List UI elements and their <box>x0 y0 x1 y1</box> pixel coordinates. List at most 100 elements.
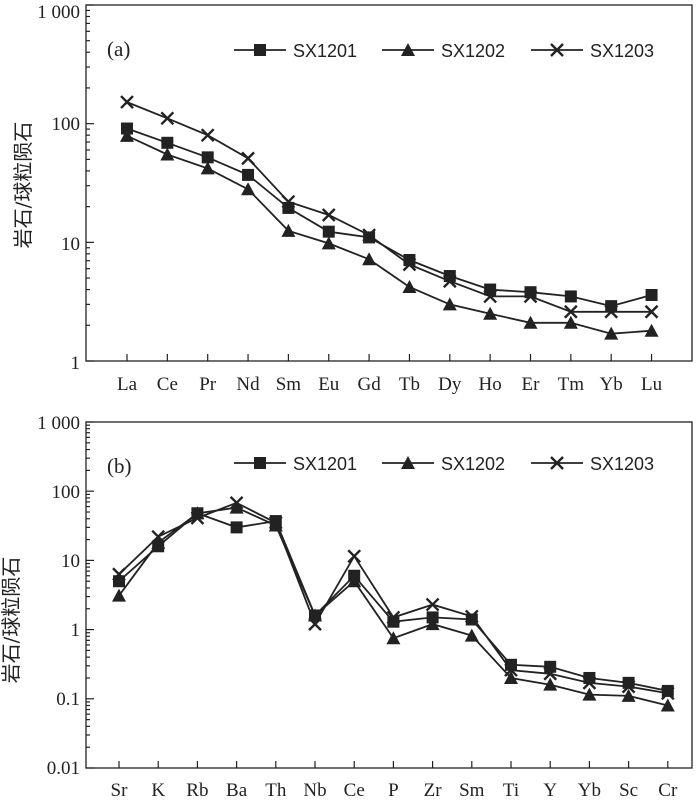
legend-b: SX1201 SX1202 SX1203 <box>234 454 654 474</box>
data-point-x <box>200 128 215 143</box>
data-point-x <box>386 610 401 625</box>
series-sx1201 <box>113 507 674 697</box>
data-point-x <box>347 549 362 564</box>
x-tick-label-lu: Lu <box>641 374 663 395</box>
y-tick-label: 100 <box>52 114 81 135</box>
data-point-x <box>543 666 558 681</box>
data-point-triangle <box>523 315 538 329</box>
legend-label-sx1201: SX1201 <box>293 41 357 61</box>
y-tick-label: 0.1 <box>56 689 80 710</box>
x-tick-label-sc: Sc <box>619 780 638 800</box>
data-point-triangle <box>229 500 244 514</box>
x-tick-label-ba: Ba <box>226 780 248 800</box>
legend-marker-triangle <box>401 43 415 56</box>
data-point-x <box>281 194 296 209</box>
data-point-square <box>564 290 577 303</box>
x-tick-label-nb: Nb <box>303 780 326 800</box>
data-point-square <box>161 136 174 149</box>
data-point-triangle <box>402 280 417 294</box>
data-point-x <box>241 151 255 166</box>
x-tick-label-p: P <box>388 780 399 800</box>
data-point-triangle <box>241 182 256 196</box>
x-tick-label-rb: Rb <box>186 780 208 800</box>
data-point-x <box>229 495 244 510</box>
data-point-x <box>268 515 283 530</box>
data-point-square <box>645 288 658 301</box>
data-point-triangle <box>120 128 134 142</box>
y-tick-label: 1 <box>71 620 81 641</box>
x-tick-label-pr: Pr <box>199 374 217 395</box>
series-line-sx1203 <box>118 501 668 695</box>
data-point-triangle <box>160 147 175 161</box>
data-point-x <box>402 257 417 272</box>
data-point-x <box>442 274 457 289</box>
panel-label-b: (b) <box>107 454 132 478</box>
x-tick-label-la: La <box>117 374 138 395</box>
data-point-triangle <box>621 688 636 702</box>
x-tick-label-ti: Ti <box>503 780 519 800</box>
data-point-triangle <box>425 617 440 631</box>
data-point-x <box>644 304 659 319</box>
data-point-square <box>387 615 400 628</box>
legend-marker-triangle <box>401 456 415 469</box>
y-tick-label: 10 <box>61 234 80 255</box>
data-point-x <box>120 95 134 109</box>
legend-label-sx1202: SX1202 <box>441 41 505 61</box>
data-point-x <box>604 304 619 319</box>
y-tick-label: 10 <box>61 551 80 572</box>
series-line-sx1201 <box>118 512 668 692</box>
data-point-x <box>582 676 597 690</box>
series-sx1203 <box>120 95 659 319</box>
data-point-triangle <box>386 631 401 645</box>
x-tick-label-ce: Ce <box>157 374 178 395</box>
legend-label-sx1203: SX1203 <box>590 41 654 61</box>
y-tick-label: 100 <box>52 482 81 503</box>
data-point-triangle <box>347 574 362 588</box>
data-point-x <box>362 228 376 242</box>
data-point-triangle <box>504 670 518 684</box>
data-point-square <box>465 613 478 626</box>
data-point-square <box>524 286 537 299</box>
x-tick-label-yb: Yb <box>600 374 623 395</box>
x-tick-label-gd: Gd <box>357 374 381 395</box>
x-axis-a: La Ce Pr Nd Sm Eu Gd Tb Dy Ho Er Tm Yb Lu <box>86 4 663 395</box>
y-tick-label: 1 <box>71 353 81 374</box>
series-line-sx1203 <box>126 101 652 313</box>
x-tick-label-y: Y <box>543 780 557 800</box>
data-point-x <box>504 663 518 677</box>
plot-frame-a <box>85 4 693 362</box>
data-point-x <box>660 686 675 701</box>
plot-frame-b <box>85 421 693 769</box>
data-point-triangle <box>362 252 377 266</box>
data-point-x <box>321 208 336 222</box>
data-point-x <box>425 597 440 612</box>
y-axis-label-a: 岩石/球粒陨石 <box>11 122 35 249</box>
chart-panel-a: (a) 岩石/球粒陨石 1 000 100 10 1 SX1201 SX1202… <box>11 2 693 395</box>
y-tick-label: 1 000 <box>37 413 80 434</box>
x-tick-label-nd: Nd <box>236 374 260 395</box>
x-tick-label-tm: Tm <box>558 374 585 395</box>
y-tick-label: 0.01 <box>47 758 80 779</box>
legend-marker-x <box>550 456 564 470</box>
series-line-sx1202 <box>126 134 652 335</box>
data-point-square <box>121 122 133 135</box>
data-point-triangle <box>200 161 215 175</box>
x-tick-label-k: K <box>151 780 165 800</box>
data-point-triangle <box>151 535 166 549</box>
x-tick-label-sr: Sr <box>111 780 129 800</box>
legend-label-sx1203: SX1203 <box>590 454 654 474</box>
y-tick-label: 1 000 <box>37 2 80 23</box>
series-sx1202 <box>120 128 659 340</box>
series-group-b <box>112 495 675 712</box>
x-axis-b: Sr K Rb Ba Th Nb Ce P Zr Sm Ti Y Yb Sc Cr <box>86 421 678 800</box>
legend-marker-square <box>254 44 266 56</box>
data-point-square <box>230 521 243 534</box>
x-tick-label-sm: Sm <box>276 374 302 395</box>
data-point-x <box>621 679 636 694</box>
legend-label-sx1202: SX1202 <box>441 454 505 474</box>
legend-marker-x <box>550 43 564 57</box>
x-tick-label-sm: Sm <box>459 780 485 800</box>
data-point-square <box>201 151 214 164</box>
series-sx1203 <box>112 495 675 701</box>
